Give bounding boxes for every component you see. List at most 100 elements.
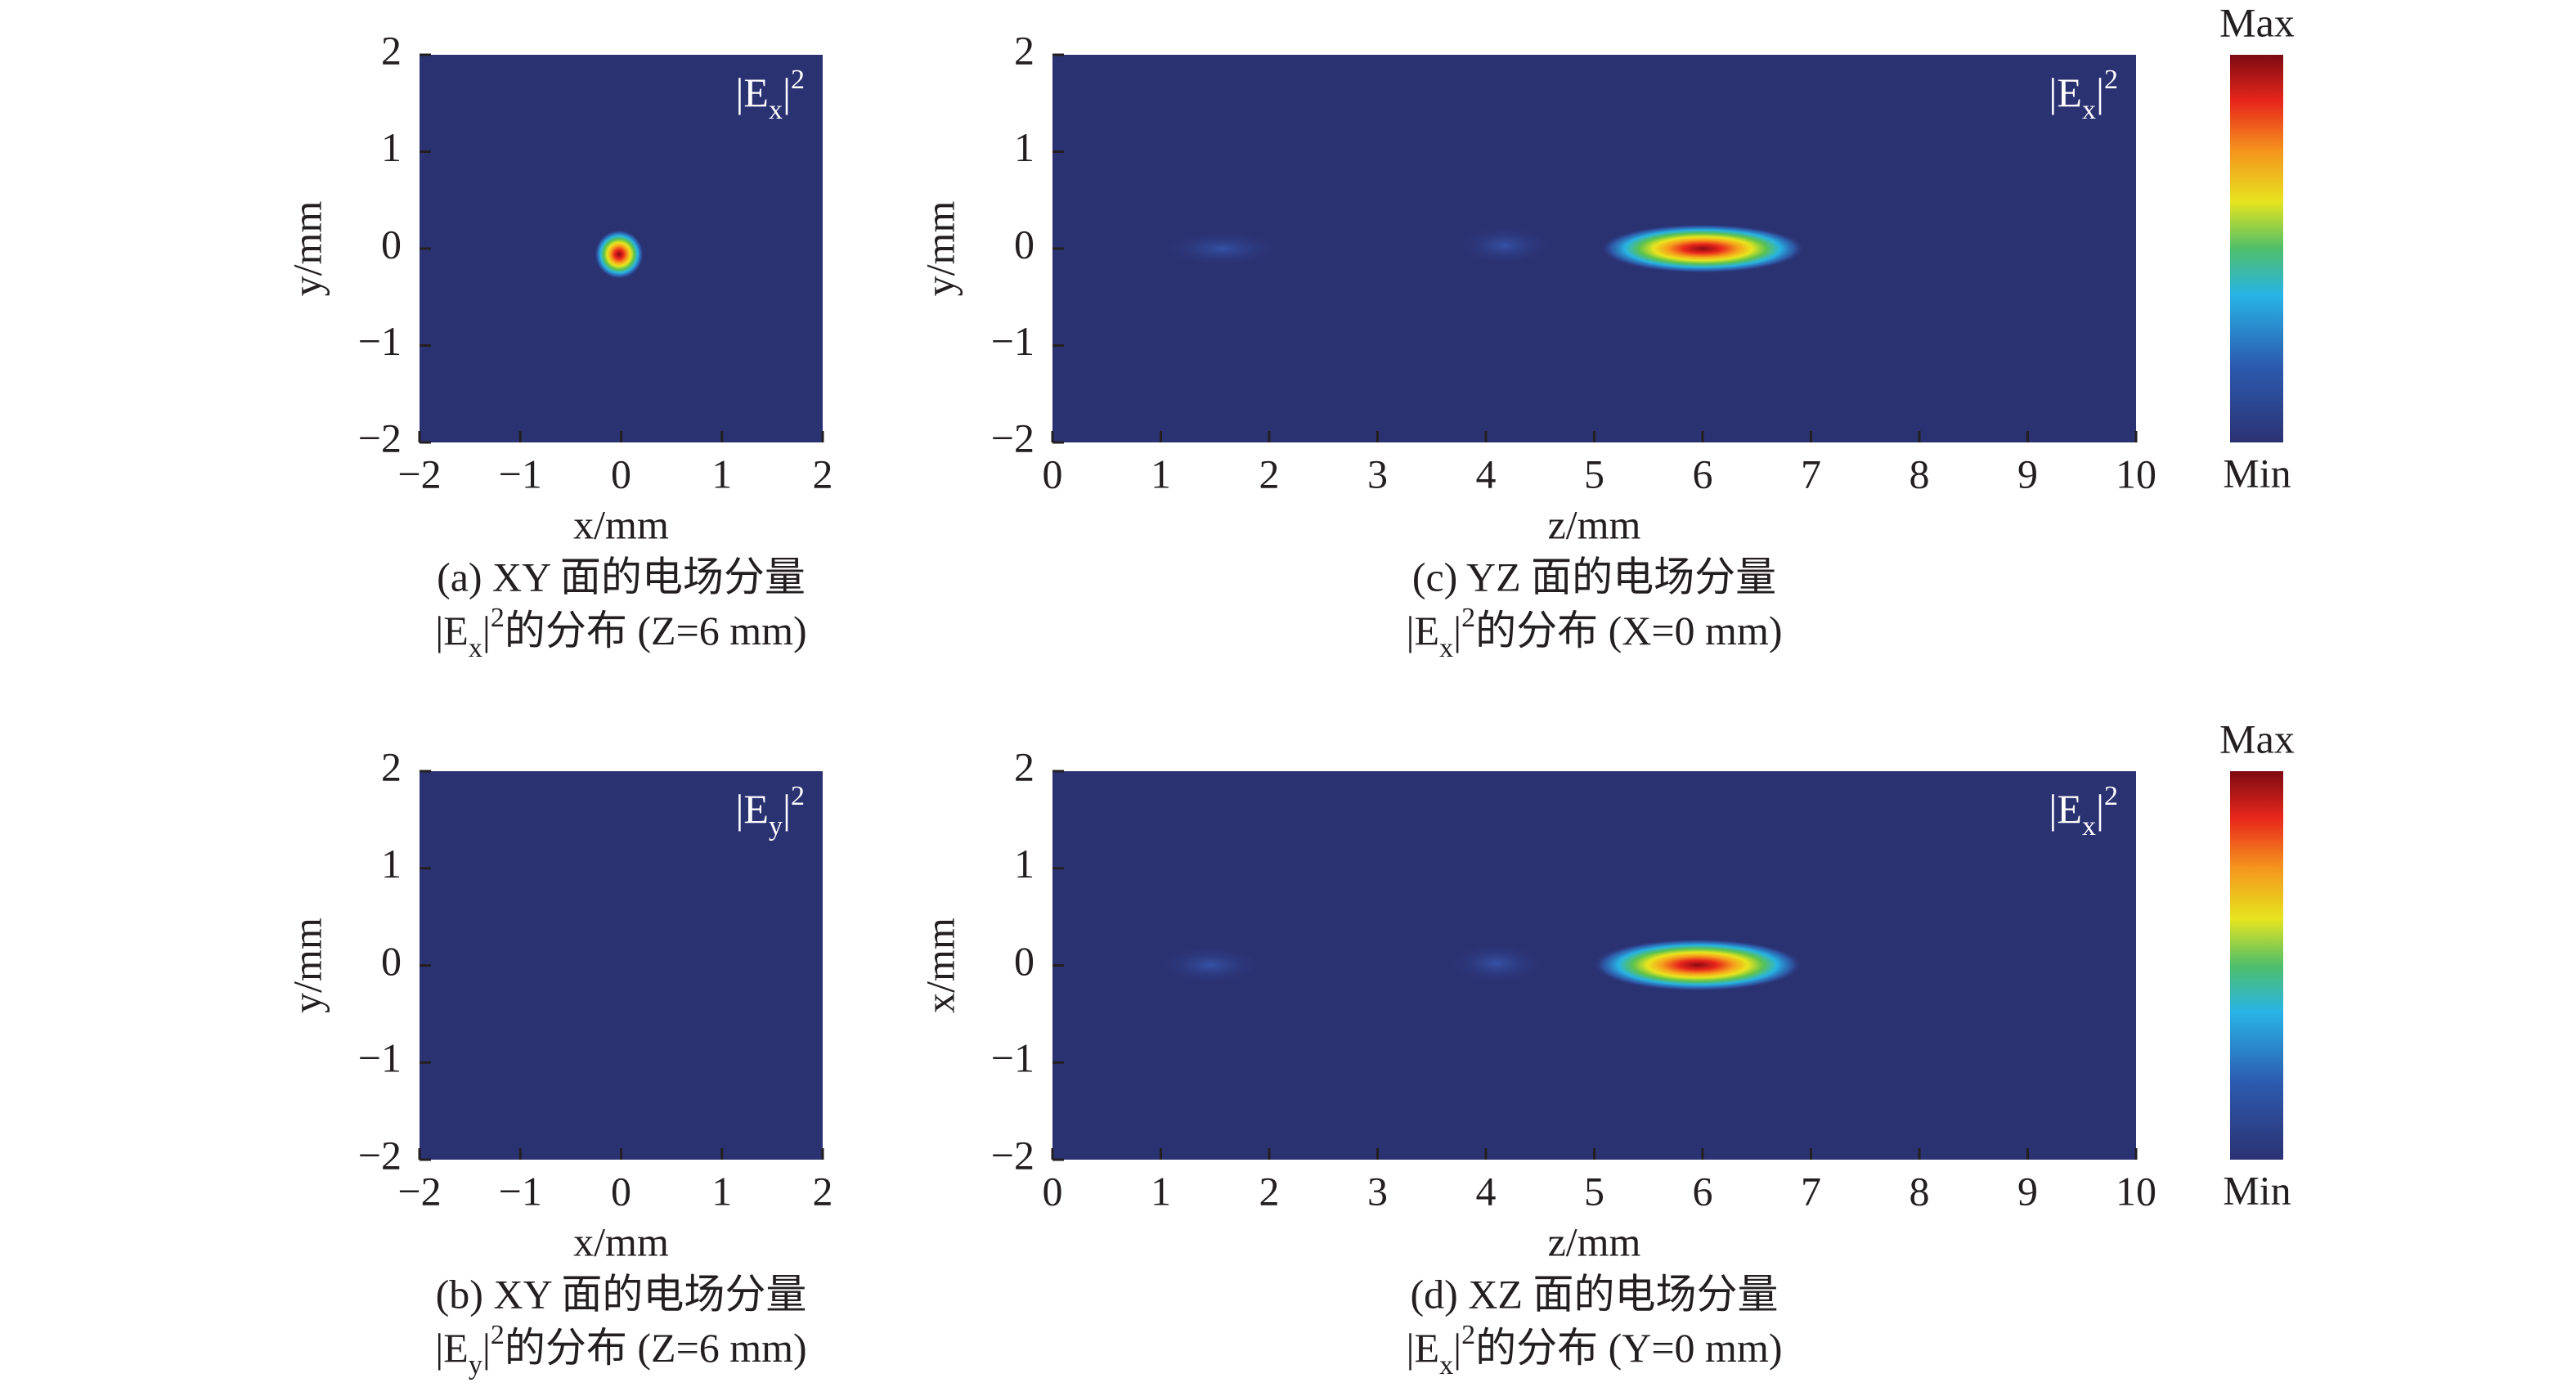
- field-intensity: [1447, 942, 1546, 985]
- y-axis-label: x/mm: [917, 918, 963, 1013]
- text-part: |E: [435, 608, 469, 653]
- x-axis-label: x/mm: [573, 1219, 669, 1264]
- text-part: 2: [791, 65, 805, 95]
- y-tick-label: −2: [358, 1132, 402, 1178]
- x-tick-label: 1: [711, 451, 732, 496]
- text-part: |: [2096, 70, 2104, 115]
- text-part: |E: [1407, 608, 1440, 653]
- y-tick-label: 0: [381, 221, 402, 267]
- field-label: |Ex|2: [2049, 781, 2118, 842]
- x-tick-label: 1: [711, 1168, 732, 1214]
- x-tick-label: 0: [611, 451, 631, 496]
- caption-line: (c) YZ 面的电场分量: [1412, 554, 1776, 599]
- text-part: 的分布 (Z=6 mm): [505, 608, 807, 653]
- x-tick-label: 3: [1367, 451, 1388, 496]
- x-tick-label: 9: [2017, 451, 2038, 496]
- x-tick-label: 5: [1584, 1168, 1604, 1214]
- caption-line: |Ex|2的分布 (Y=0 mm): [1407, 1320, 1783, 1380]
- text-part: |E: [2049, 70, 2082, 115]
- x-tick-label: −1: [499, 451, 542, 496]
- x-tick-label: 2: [1259, 1168, 1280, 1214]
- text-part: 2: [791, 781, 805, 811]
- y-tick-label: 2: [1014, 27, 1034, 73]
- caption-line: (b) XY 面的电场分量: [436, 1271, 807, 1317]
- x-tick-label: 0: [1043, 1168, 1063, 1214]
- text-part: |E: [735, 70, 769, 115]
- text-part: 的分布 (X=0 mm): [1475, 608, 1782, 653]
- x-tick-label: −1: [499, 1168, 542, 1214]
- text-part: 2: [1461, 603, 1475, 633]
- text-part: x: [469, 633, 482, 663]
- x-tick-label: −2: [397, 1168, 441, 1214]
- field-label: |Ex|2: [2049, 65, 2118, 125]
- y-tick-label: 2: [381, 27, 402, 73]
- text-part: 2: [2104, 781, 2118, 811]
- x-tick-label: 10: [2116, 451, 2156, 496]
- x-tick-label: 7: [1801, 1168, 1821, 1214]
- text-part: |: [783, 70, 791, 115]
- text-part: 2: [1461, 1320, 1475, 1350]
- x-tick-label: 2: [813, 451, 833, 496]
- text-part: |E: [435, 1325, 469, 1371]
- heatmap-field: [420, 771, 823, 1160]
- x-tick-label: 4: [1476, 1168, 1497, 1214]
- text-part: 2: [491, 603, 505, 633]
- x-tick-label: 0: [611, 1168, 631, 1214]
- text-part: 2: [2104, 65, 2118, 95]
- text-part: |: [1453, 1325, 1461, 1371]
- y-tick-label: −1: [991, 1035, 1034, 1081]
- y-axis-label: y/mm: [917, 201, 963, 297]
- text-part: x: [1439, 633, 1453, 663]
- caption-line: |Ex|2的分布 (X=0 mm): [1407, 603, 1783, 663]
- x-tick-label: 8: [1910, 1168, 1930, 1214]
- colorbar: [2230, 55, 2283, 442]
- text-part: y: [469, 1350, 482, 1380]
- field-intensity: [1161, 231, 1284, 267]
- text-part: 的分布 (Y=0 mm): [1475, 1325, 1782, 1371]
- text-part: x: [1439, 1350, 1453, 1380]
- text-part: x: [2082, 811, 2096, 842]
- caption-line: (a) XY 面的电场分量: [437, 554, 806, 599]
- field-intensity: [595, 230, 644, 279]
- x-tick-label: 8: [1910, 451, 1930, 496]
- text-part: x: [2082, 95, 2096, 125]
- colorbar-min-label: Min: [2223, 450, 2291, 496]
- colorbar-max-label: Max: [2219, 716, 2295, 761]
- y-tick-label: −2: [991, 415, 1034, 460]
- field-intensity: [1456, 226, 1554, 265]
- text-part: |: [1453, 608, 1461, 653]
- x-tick-label: 4: [1476, 451, 1497, 496]
- y-tick-label: 1: [1014, 124, 1034, 170]
- y-tick-label: 2: [1014, 743, 1034, 789]
- caption-line: |Ex|2的分布 (Z=6 mm): [435, 603, 806, 663]
- colorbar: [2230, 771, 2283, 1160]
- text-part: x: [769, 95, 783, 125]
- x-tick-label: 6: [1693, 451, 1713, 496]
- text-part: |: [783, 786, 791, 832]
- y-axis-label: y/mm: [284, 918, 330, 1013]
- y-tick-label: 0: [381, 938, 402, 984]
- x-tick-label: 2: [1259, 451, 1280, 496]
- text-part: |: [2096, 786, 2104, 832]
- x-tick-label: −2: [397, 451, 441, 496]
- y-tick-label: 1: [381, 124, 402, 170]
- text-part: |: [482, 1325, 491, 1371]
- x-tick-label: 0: [1043, 451, 1063, 496]
- x-tick-label: 1: [1151, 1168, 1171, 1214]
- text-part: |E: [2049, 786, 2082, 832]
- colorbar-max-label: Max: [2219, 0, 2295, 45]
- x-axis-label: z/mm: [1548, 501, 1641, 547]
- text-part: |E: [1407, 1325, 1440, 1371]
- x-tick-label: 1: [1151, 451, 1171, 496]
- colorbar-min-label: Min: [2223, 1167, 2291, 1213]
- y-tick-label: −2: [991, 1132, 1034, 1178]
- x-axis-label: x/mm: [573, 501, 669, 547]
- x-tick-label: 3: [1367, 1168, 1388, 1214]
- text-part: y: [769, 811, 783, 842]
- x-tick-label: 2: [813, 1168, 833, 1214]
- caption-line: |Ey|2的分布 (Z=6 mm): [435, 1320, 806, 1380]
- y-tick-label: −1: [358, 1035, 402, 1081]
- x-tick-label: 6: [1693, 1168, 1713, 1214]
